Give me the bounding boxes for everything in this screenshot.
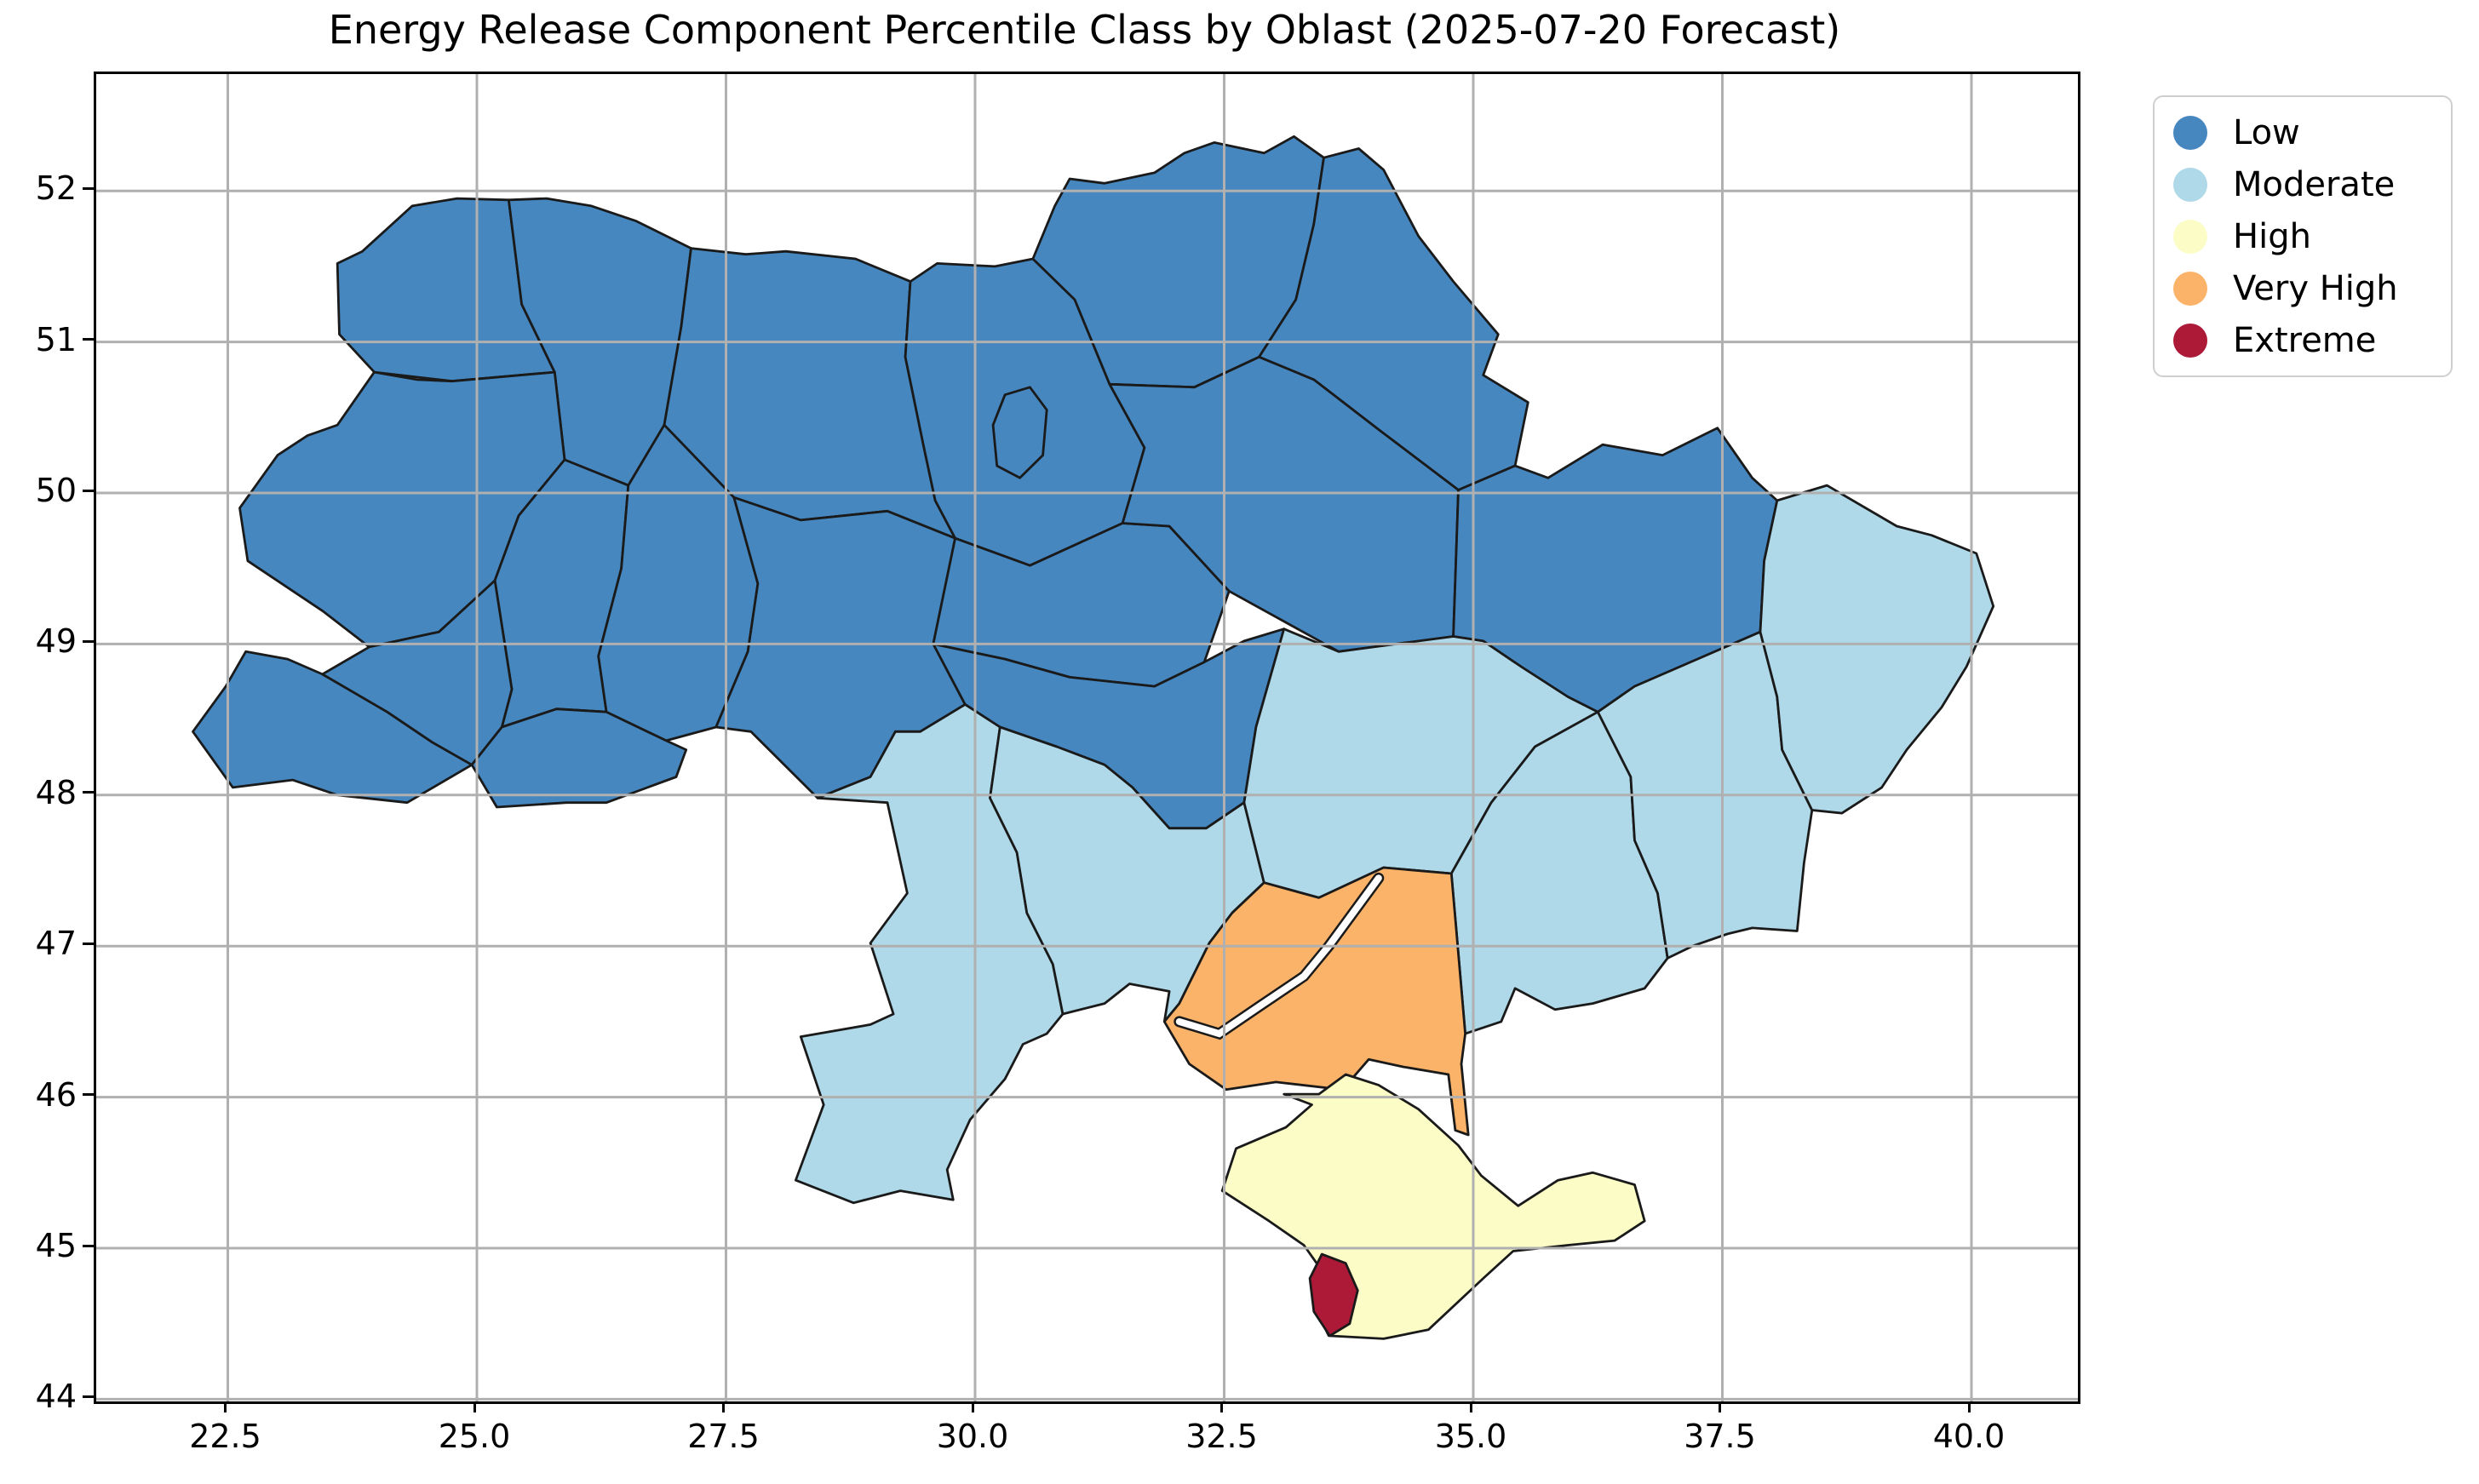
legend-item-low: Low [2173, 112, 2434, 152]
x-tick-mark [1967, 1401, 1971, 1412]
x-tick-mark [1469, 1401, 1472, 1412]
region-crimea [1220, 1073, 1646, 1340]
x-tick-mark [722, 1401, 725, 1412]
ukraine-choropleth-map [96, 74, 2078, 1401]
legend-marker-extreme-icon [2173, 323, 2207, 358]
y-tick-mark [83, 338, 94, 341]
x-tick-mark [1719, 1401, 1721, 1412]
legend-label: Moderate [2233, 164, 2396, 204]
region-odesa [795, 703, 1064, 1205]
x-tick-mark [224, 1401, 227, 1412]
region-luhansk [1759, 484, 1995, 815]
legend-label: Low [2233, 112, 2300, 152]
x-tick-mark [1220, 1401, 1223, 1412]
region-kherson [1162, 866, 1470, 1137]
region-sevastopol [1308, 1252, 1359, 1338]
plot-area [94, 72, 2080, 1404]
x-tick-label: 27.5 [687, 1418, 760, 1455]
y-tick-mark [83, 639, 94, 643]
region-sumy [1258, 147, 1529, 491]
y-tick-label: 49 [35, 622, 77, 661]
region-zaporizhzhia [1449, 710, 1669, 1035]
y-tick-mark [83, 1395, 94, 1398]
y-tick-label: 45 [35, 1227, 77, 1264]
legend-label: Very High [2233, 268, 2398, 308]
y-tick-mark [83, 186, 94, 190]
y-tick-mark [83, 1093, 94, 1097]
y-tick-label: 47 [35, 925, 77, 963]
legend-marker-very-high-icon [2173, 271, 2207, 306]
legend-marker-high-icon [2173, 219, 2207, 254]
legend-marker-moderate-icon [2173, 167, 2207, 202]
y-tick-label: 51 [35, 320, 77, 358]
x-tick-label: 37.5 [1684, 1418, 1756, 1455]
legend-item-very-high: Very High [2173, 268, 2434, 308]
y-tick-label: 48 [35, 773, 77, 811]
y-tick-mark [83, 791, 94, 794]
x-tick-mark [473, 1401, 476, 1412]
x-tick-label: 40.0 [1932, 1418, 2006, 1455]
dnieper-river [1175, 874, 1382, 1038]
x-tick-label: 35.0 [1434, 1418, 1507, 1455]
y-tick-label: 44 [35, 1378, 77, 1416]
chart-title: Energy Release Component Percentile Clas… [328, 7, 1841, 53]
x-tick-label: 25.0 [438, 1418, 511, 1455]
legend-label: High [2233, 216, 2311, 256]
region-chernivtsi [470, 708, 688, 809]
x-tick-label: 30.0 [936, 1418, 1009, 1455]
y-tick-label: 50 [35, 472, 77, 509]
legend-item-moderate: Moderate [2173, 164, 2434, 204]
region-kyiv-city [991, 386, 1048, 479]
x-tick-label: 22.5 [189, 1418, 261, 1455]
x-tick-mark [971, 1401, 974, 1412]
y-tick-mark [83, 1244, 94, 1247]
legend-label: Extreme [2233, 320, 2377, 360]
legend-item-extreme: Extreme [2173, 320, 2434, 360]
legend: Low Moderate High Very High Extreme [2153, 95, 2453, 377]
x-tick-label: 32.5 [1185, 1418, 1258, 1455]
y-tick-label: 52 [35, 169, 77, 208]
legend-item-high: High [2173, 216, 2434, 256]
y-tick-mark [83, 489, 94, 492]
y-tick-mark [83, 942, 94, 945]
y-tick-label: 46 [35, 1075, 77, 1114]
legend-marker-low-icon [2173, 115, 2207, 150]
